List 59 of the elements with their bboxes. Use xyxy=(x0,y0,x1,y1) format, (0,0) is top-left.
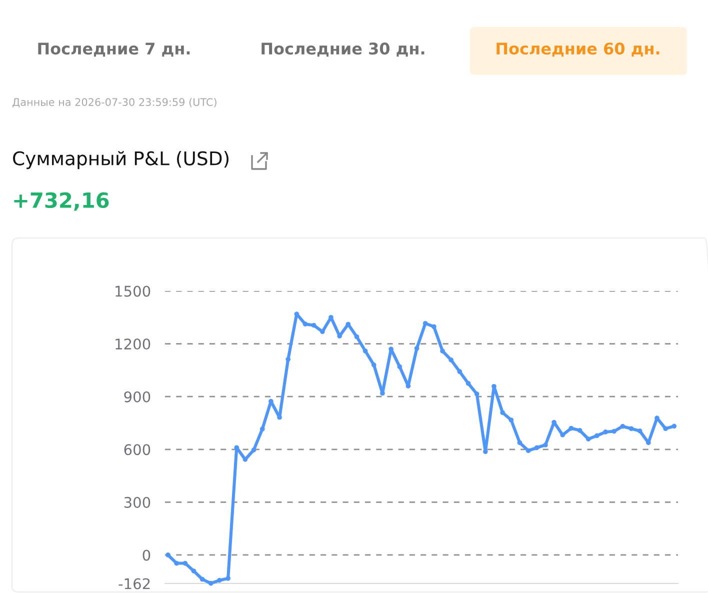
point xyxy=(474,392,480,396)
point xyxy=(586,436,591,442)
text: Данные на 2026-07-30 23:59:59 (UTC) xyxy=(12,98,216,108)
y-tick-label: 1500 xyxy=(116,286,150,297)
point xyxy=(217,578,222,583)
point xyxy=(432,324,436,330)
point xyxy=(492,384,496,389)
point xyxy=(174,560,180,566)
point xyxy=(302,322,308,327)
point xyxy=(534,445,540,450)
text: Последние 7 дн. xyxy=(38,42,190,57)
y-tick-label: 900 xyxy=(124,391,150,402)
text: Последние 60 дн. xyxy=(496,42,660,57)
y-tick-label: 1200 xyxy=(116,338,150,350)
point xyxy=(568,426,574,431)
point xyxy=(311,322,316,328)
point xyxy=(294,312,300,316)
point xyxy=(354,334,360,340)
text: Последние 30 дн. xyxy=(262,42,424,57)
point xyxy=(466,380,471,386)
point xyxy=(320,329,325,334)
point xyxy=(182,560,188,566)
point xyxy=(440,348,445,354)
point xyxy=(560,432,566,438)
point xyxy=(448,358,454,362)
point xyxy=(517,440,522,446)
point xyxy=(191,568,196,574)
y-tick-label: 0 xyxy=(142,550,150,561)
point xyxy=(628,426,634,432)
point xyxy=(612,428,617,434)
point xyxy=(260,426,265,432)
point xyxy=(508,418,514,422)
point xyxy=(414,346,420,351)
point xyxy=(663,426,668,432)
point xyxy=(637,428,642,434)
y-tick-label: 600 xyxy=(124,444,150,456)
point xyxy=(371,362,376,368)
point xyxy=(397,364,402,370)
point xyxy=(526,448,531,454)
y-tick-label: 300 xyxy=(124,496,150,508)
point xyxy=(200,576,205,582)
chart-title: Суммарный P&L (USD) xyxy=(13,150,228,170)
point xyxy=(620,424,626,429)
point xyxy=(594,433,600,438)
y-tick-label: -162 xyxy=(118,578,150,590)
point xyxy=(543,442,548,448)
point xyxy=(603,430,608,434)
point xyxy=(457,369,462,374)
point xyxy=(362,348,368,354)
chart-subtitle: +732,16 xyxy=(14,192,109,211)
point xyxy=(577,428,582,433)
point xyxy=(166,552,170,558)
point xyxy=(208,580,214,586)
point xyxy=(422,320,428,326)
point xyxy=(226,576,230,581)
point xyxy=(500,410,505,416)
point xyxy=(672,424,677,429)
point xyxy=(286,356,291,362)
point xyxy=(251,447,256,452)
